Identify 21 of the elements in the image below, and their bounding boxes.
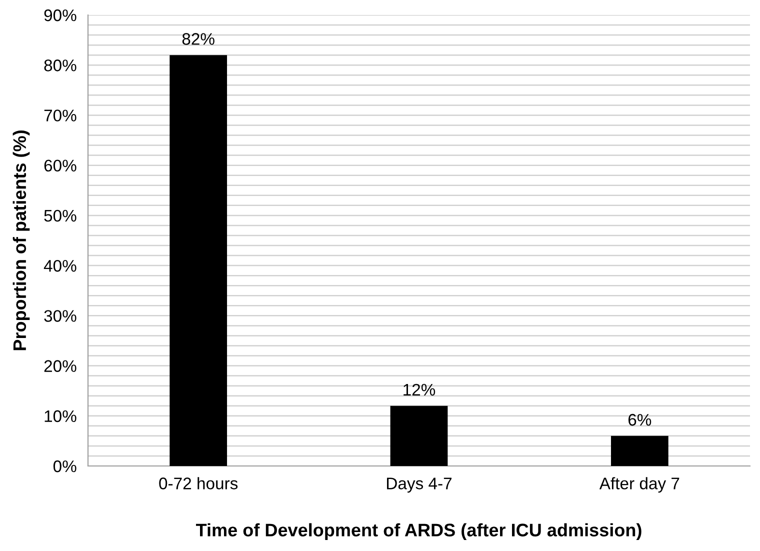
data-label: 6%	[628, 414, 652, 426]
y-tick-label: 70%	[44, 110, 76, 122]
y-axis-title: Proportion of patients (%)	[12, 130, 30, 350]
y-tick-label: 80%	[44, 60, 76, 72]
x-axis-title: Time of Development of ARDS (after ICU admission)	[196, 523, 642, 540]
data-label: 82%	[182, 33, 214, 45]
bar	[390, 406, 448, 466]
y-tick-label: 40%	[44, 260, 76, 272]
y-tick-label: 60%	[44, 160, 76, 172]
y-tick-label: 10%	[44, 410, 76, 422]
y-tick-label: 50%	[44, 210, 76, 222]
data-label: 12%	[404, 384, 436, 396]
x-tick-label: 0-72 hours	[159, 477, 238, 490]
x-tick-label: After day 7	[599, 477, 680, 493]
y-tick-label: 30%	[44, 310, 76, 322]
bar	[170, 55, 228, 466]
bar	[610, 436, 668, 466]
y-tick-label: 90%	[44, 9, 76, 22]
x-tick-label: Days 4-7	[387, 478, 452, 493]
y-tick-label: 0%	[53, 460, 76, 472]
y-tick-label: 20%	[44, 360, 76, 372]
